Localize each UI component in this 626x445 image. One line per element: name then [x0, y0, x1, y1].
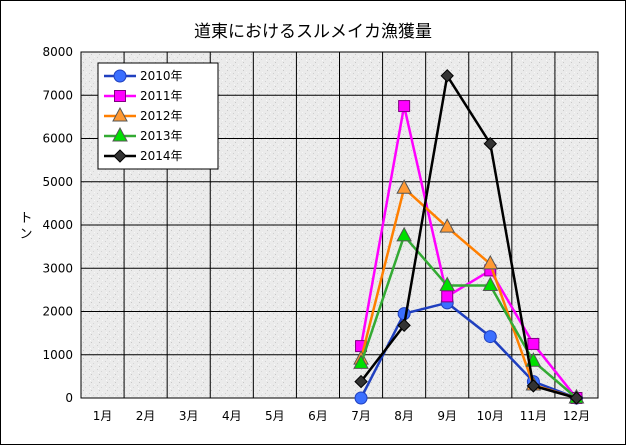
chart-title: 道東におけるスルメイカ漁獲量 [194, 22, 432, 42]
data-point [353, 354, 369, 369]
x-tick-label: 6月 [308, 409, 328, 423]
data-point [354, 391, 368, 405]
legend-marker [113, 149, 127, 163]
legend-label: 2011年 [140, 89, 183, 103]
data-point [396, 226, 412, 242]
legend-marker [112, 126, 128, 142]
y-tick-label: 5000 [42, 175, 73, 189]
data-point [354, 374, 368, 389]
x-tick-label: 10月 [477, 409, 504, 423]
x-tick-label: 7月 [351, 409, 371, 423]
y-tick-label: 3000 [42, 261, 73, 275]
x-tick-label: 12月 [563, 409, 590, 423]
series-5 [354, 69, 584, 405]
x-tick-label: 1月 [93, 409, 113, 423]
series-line [359, 301, 577, 400]
x-tick-label: 3月 [179, 409, 199, 423]
data-point [482, 254, 499, 270]
y-tick-label: 2000 [42, 305, 73, 319]
y-axis-label: トン [19, 211, 32, 242]
data-point [483, 136, 497, 151]
data-point [396, 179, 412, 194]
y-tick-label: 8000 [42, 45, 73, 59]
legend-label: 2010年 [140, 69, 183, 83]
x-tick-label: 9月 [437, 409, 457, 423]
series-line [360, 72, 577, 400]
x-tick-label: 8月 [394, 409, 414, 423]
legend: 2010年 2011年 2012年 2013年 2014年 [97, 62, 219, 170]
y-axis-label-char: ン [19, 227, 32, 242]
data-point [569, 391, 584, 405]
legend-marker [113, 69, 127, 83]
data-point [527, 337, 540, 350]
series-line [359, 105, 578, 399]
x-tick-label: 2月 [136, 409, 156, 423]
y-tick-label: 6000 [42, 132, 73, 146]
data-point [441, 290, 454, 303]
y-tick-label: 4000 [42, 218, 73, 232]
legend-marker [112, 106, 128, 122]
series-line [359, 233, 578, 399]
plot-area: 2010年 2011年 2012年 2013年 2014年 [80, 51, 599, 405]
data-point [398, 100, 411, 113]
legend-marker [114, 90, 126, 102]
y-tick-label: 1000 [42, 348, 73, 362]
legend-label: 2014年 [140, 149, 183, 163]
x-tick-label: 4月 [222, 409, 242, 423]
data-point [439, 218, 456, 233]
data-point [439, 276, 456, 292]
y-axis-label-char: ト [19, 211, 32, 226]
data-point [482, 276, 499, 292]
x-tick-label: 11月 [520, 409, 547, 423]
data-point [397, 318, 411, 333]
legend-label: 2013年 [140, 129, 183, 143]
legend-label: 2012年 [140, 109, 183, 123]
data-point [440, 69, 454, 83]
data-point [483, 330, 497, 344]
y-tick-label: 0 [65, 391, 73, 405]
y-tick-label: 7000 [42, 88, 73, 102]
data-point [397, 307, 411, 321]
x-tick-label: 5月 [265, 409, 285, 423]
data-point [526, 379, 541, 393]
